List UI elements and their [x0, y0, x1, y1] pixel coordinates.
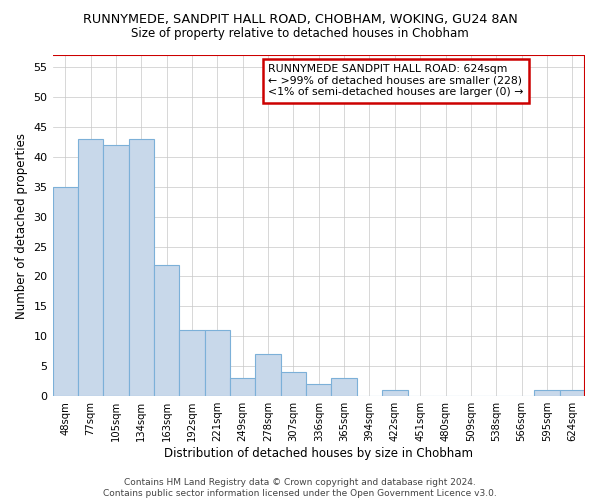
Bar: [154, 264, 179, 396]
Bar: [128, 139, 154, 396]
Bar: [103, 145, 128, 396]
Text: Size of property relative to detached houses in Chobham: Size of property relative to detached ho…: [131, 28, 469, 40]
Bar: [382, 390, 407, 396]
Bar: [53, 186, 78, 396]
Bar: [534, 390, 560, 396]
Bar: [281, 372, 306, 396]
Bar: [306, 384, 331, 396]
Text: Contains HM Land Registry data © Crown copyright and database right 2024.
Contai: Contains HM Land Registry data © Crown c…: [103, 478, 497, 498]
Text: RUNNYMEDE, SANDPIT HALL ROAD, CHOBHAM, WOKING, GU24 8AN: RUNNYMEDE, SANDPIT HALL ROAD, CHOBHAM, W…: [83, 12, 517, 26]
Bar: [179, 330, 205, 396]
Bar: [256, 354, 281, 396]
Bar: [78, 139, 103, 396]
Bar: [230, 378, 256, 396]
Bar: [205, 330, 230, 396]
Bar: [331, 378, 357, 396]
X-axis label: Distribution of detached houses by size in Chobham: Distribution of detached houses by size …: [164, 447, 473, 460]
Bar: [560, 390, 585, 396]
Y-axis label: Number of detached properties: Number of detached properties: [15, 132, 28, 318]
Text: RUNNYMEDE SANDPIT HALL ROAD: 624sqm
← >99% of detached houses are smaller (228)
: RUNNYMEDE SANDPIT HALL ROAD: 624sqm ← >9…: [268, 64, 523, 97]
